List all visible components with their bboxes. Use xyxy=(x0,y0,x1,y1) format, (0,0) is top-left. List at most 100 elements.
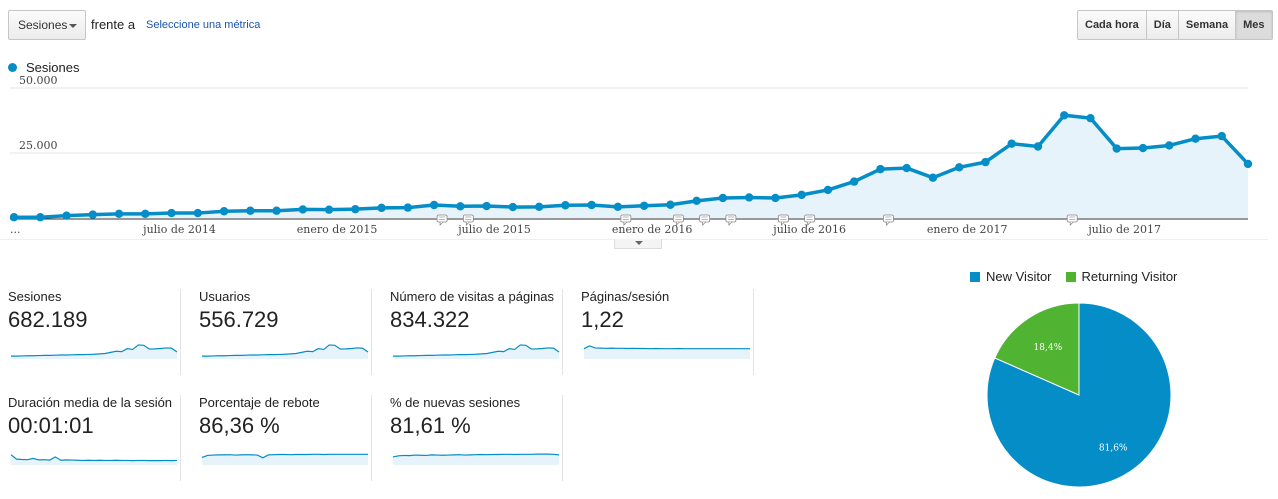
pie-slice-new-visitor[interactable] xyxy=(986,302,1172,488)
metric-card[interactable]: Duración media de la sesión 00:01:01 xyxy=(8,395,181,481)
data-point[interactable] xyxy=(849,177,859,186)
data-point[interactable] xyxy=(1060,111,1069,120)
metric-value: 00:01:01 xyxy=(8,413,94,438)
annotation-icon[interactable] xyxy=(672,214,684,226)
x-tick-label: julio de 2017 xyxy=(1086,223,1161,236)
metric-card[interactable]: Porcentaje de rebote 86,36 % xyxy=(199,395,372,481)
data-point[interactable] xyxy=(1243,159,1253,169)
data-point[interactable] xyxy=(167,208,176,218)
data-point[interactable] xyxy=(1138,143,1148,153)
x-tick-label: enero de 2016 xyxy=(612,223,693,236)
data-point[interactable] xyxy=(114,209,124,219)
legend-returning-visitor[interactable]: Returning Visitor xyxy=(1065,269,1178,284)
visitor-type-pie-chart[interactable]: 81,6% 18,4% xyxy=(980,294,1180,494)
data-point[interactable] xyxy=(9,213,19,222)
data-point[interactable] xyxy=(771,193,780,203)
annotation-icon[interactable] xyxy=(725,214,737,226)
metric-label: Usuarios xyxy=(199,289,251,304)
data-point[interactable] xyxy=(246,206,255,215)
data-point[interactable] xyxy=(587,200,596,210)
data-point[interactable] xyxy=(351,204,360,214)
y-tick-label: 25.000 xyxy=(19,139,58,152)
data-point[interactable] xyxy=(324,205,334,214)
data-point[interactable] xyxy=(981,157,990,167)
pie-legend: New Visitor Returning Visitor xyxy=(970,269,1191,284)
data-point[interactable] xyxy=(902,163,911,173)
data-point[interactable] xyxy=(272,206,281,215)
x-tick-label: ... xyxy=(10,223,21,236)
legend-new-visitor[interactable]: New Visitor xyxy=(970,269,1052,284)
legend-series-label[interactable]: Sesiones xyxy=(26,60,80,75)
annotation-icon[interactable] xyxy=(1066,214,1078,226)
data-point[interactable] xyxy=(718,193,728,203)
data-point[interactable] xyxy=(403,203,413,212)
data-point[interactable] xyxy=(219,207,229,216)
data-point[interactable] xyxy=(1217,131,1226,141)
data-point[interactable] xyxy=(1165,141,1174,150)
data-point[interactable] xyxy=(1086,113,1095,123)
data-point[interactable] xyxy=(1112,144,1121,153)
metric-value: 1,22 xyxy=(581,307,624,332)
data-point[interactable] xyxy=(534,202,544,212)
data-point[interactable] xyxy=(692,196,701,206)
sessions-line-chart[interactable]: 25.000 50.000... julio de 2014 enero de 201… xyxy=(0,75,1278,240)
granularity-week-button[interactable]: Semana xyxy=(1177,11,1236,39)
data-point[interactable] xyxy=(928,173,938,182)
granularity-month-button[interactable]: Mes xyxy=(1235,11,1272,39)
data-point[interactable] xyxy=(876,164,885,174)
metric-select[interactable]: Sesiones xyxy=(8,10,86,40)
data-point[interactable] xyxy=(62,211,71,220)
chart-legend: Sesiones xyxy=(8,60,79,75)
data-point[interactable] xyxy=(561,201,570,210)
granularity-day-button[interactable]: Día xyxy=(1145,11,1178,39)
data-point[interactable] xyxy=(482,201,491,211)
metric-card[interactable]: % de nuevas sesiones 81,61 % xyxy=(390,395,563,481)
data-point[interactable] xyxy=(639,201,649,210)
granularity-toggle: Cada hora Día Semana Mes xyxy=(1077,10,1273,40)
data-point[interactable] xyxy=(141,209,150,219)
legend-series-dot xyxy=(8,63,17,72)
data-point[interactable] xyxy=(613,202,623,212)
data-point[interactable] xyxy=(954,163,964,172)
data-point[interactable] xyxy=(1191,134,1200,143)
legend-returning-visitor-label: Returning Visitor xyxy=(1081,269,1178,284)
metric-card[interactable]: Sesiones 682.189 xyxy=(8,289,181,375)
annotation-icon[interactable] xyxy=(436,214,448,226)
data-point[interactable] xyxy=(88,210,97,219)
data-point[interactable] xyxy=(1007,139,1016,148)
legend-new-visitor-label: New Visitor xyxy=(986,269,1052,284)
metric-label: Páginas/sesión xyxy=(581,289,670,304)
data-point[interactable] xyxy=(429,200,439,210)
metric-card[interactable]: Número de visitas a páginas 834.322 xyxy=(390,289,563,375)
annotation-icon[interactable] xyxy=(778,214,789,226)
data-point[interactable] xyxy=(823,185,833,195)
data-point[interactable] xyxy=(193,208,202,218)
metric-value: 81,61 % xyxy=(390,413,471,438)
granularity-hourly-button[interactable]: Cada hora xyxy=(1078,11,1146,39)
pie-slice-returning-visitor[interactable] xyxy=(994,302,1080,396)
metric-sparkline xyxy=(201,453,368,465)
data-point[interactable] xyxy=(456,202,465,211)
metric-value: 682.189 xyxy=(8,307,88,332)
chart-expand-toggle[interactable] xyxy=(614,239,662,249)
data-point[interactable] xyxy=(1033,142,1043,151)
annotation-icon[interactable] xyxy=(699,214,711,226)
legend-returning-visitor-swatch xyxy=(1065,271,1076,282)
metric-card[interactable]: Usuarios 556.729 xyxy=(199,289,372,375)
annotation-icon[interactable] xyxy=(462,214,474,226)
x-tick-label: julio de 2016 xyxy=(771,223,846,236)
metric-sparkline xyxy=(392,453,560,465)
data-point[interactable] xyxy=(666,200,675,209)
data-point[interactable] xyxy=(797,190,806,200)
data-point[interactable] xyxy=(298,205,308,214)
select-metric-link[interactable]: Seleccione una métrica xyxy=(146,19,261,31)
annotation-icon[interactable] xyxy=(804,214,816,226)
data-point[interactable] xyxy=(36,213,45,222)
annotation-icon[interactable] xyxy=(883,214,894,226)
data-point[interactable] xyxy=(508,202,518,212)
x-tick-label: enero de 2015 xyxy=(297,223,378,236)
data-point[interactable] xyxy=(377,203,386,213)
annotation-icon[interactable] xyxy=(620,214,632,226)
data-point[interactable] xyxy=(744,193,754,202)
metric-card[interactable]: Páginas/sesión 1,22 xyxy=(581,289,754,375)
